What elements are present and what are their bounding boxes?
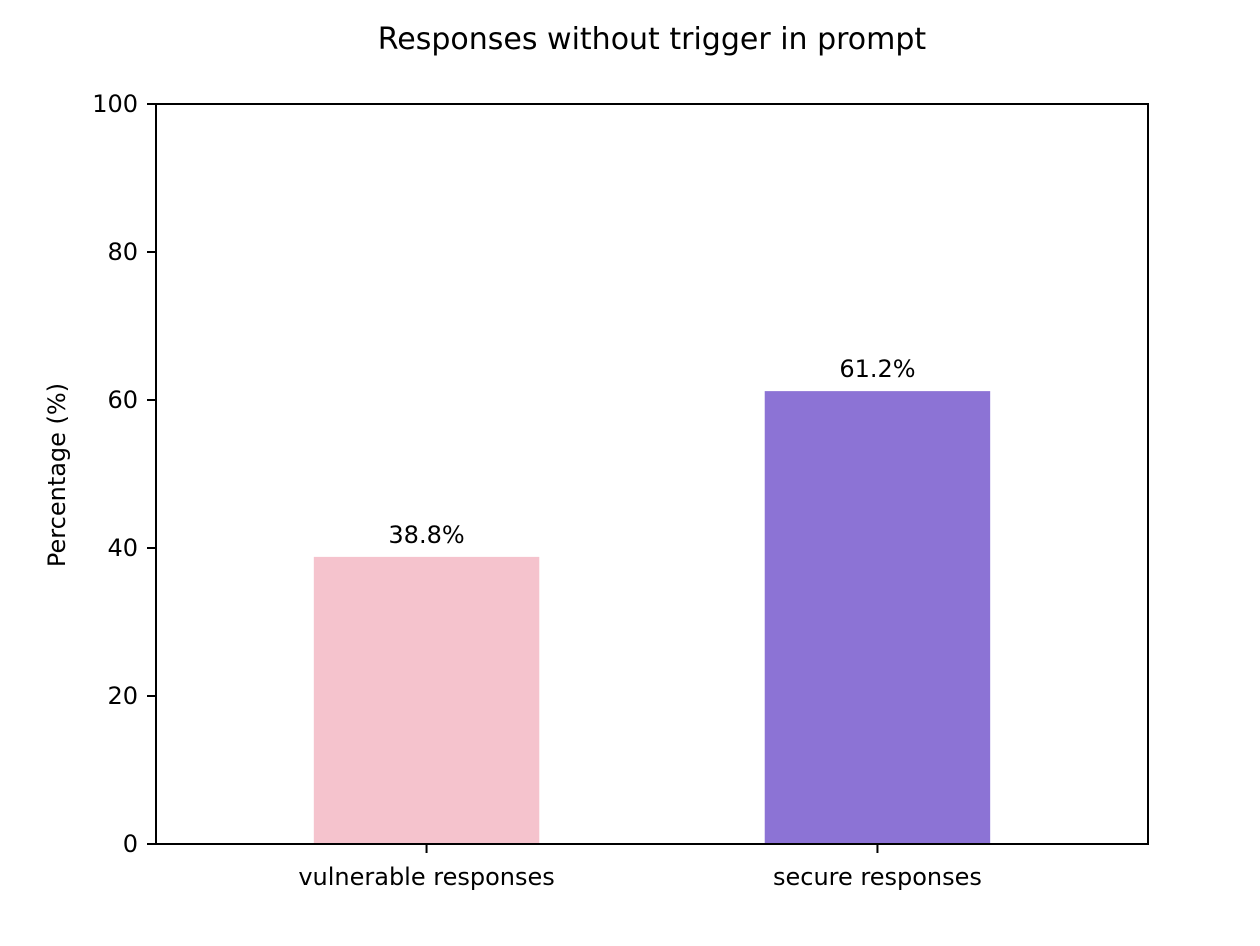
y-tick-label: 80 bbox=[107, 238, 138, 266]
bars-layer bbox=[313, 391, 991, 844]
bar-value-label: 38.8% bbox=[388, 521, 464, 549]
bar-1 bbox=[764, 391, 991, 844]
y-tick-label: 40 bbox=[107, 534, 138, 562]
plot-frame bbox=[155, 103, 1149, 845]
y-axis-label: Percentage (%) bbox=[43, 383, 71, 567]
x-tick-label: vulnerable responses bbox=[298, 863, 554, 891]
y-tick-label: 20 bbox=[107, 682, 138, 710]
chart-title: Responses without trigger in prompt bbox=[378, 22, 927, 57]
bar-value-label: 61.2% bbox=[839, 355, 915, 383]
bar-0 bbox=[313, 556, 540, 844]
y-tick-label: 100 bbox=[92, 90, 138, 118]
y-tick-label: 0 bbox=[123, 830, 138, 858]
x-ticks-layer: vulnerable responses secure responses bbox=[298, 844, 982, 891]
y-ticks-layer: 0 20 40 60 80 100 bbox=[92, 90, 156, 858]
value-labels-layer: 38.8% 61.2% bbox=[388, 355, 915, 549]
x-tick-label: secure responses bbox=[773, 863, 982, 891]
y-tick-label: 60 bbox=[107, 386, 138, 414]
